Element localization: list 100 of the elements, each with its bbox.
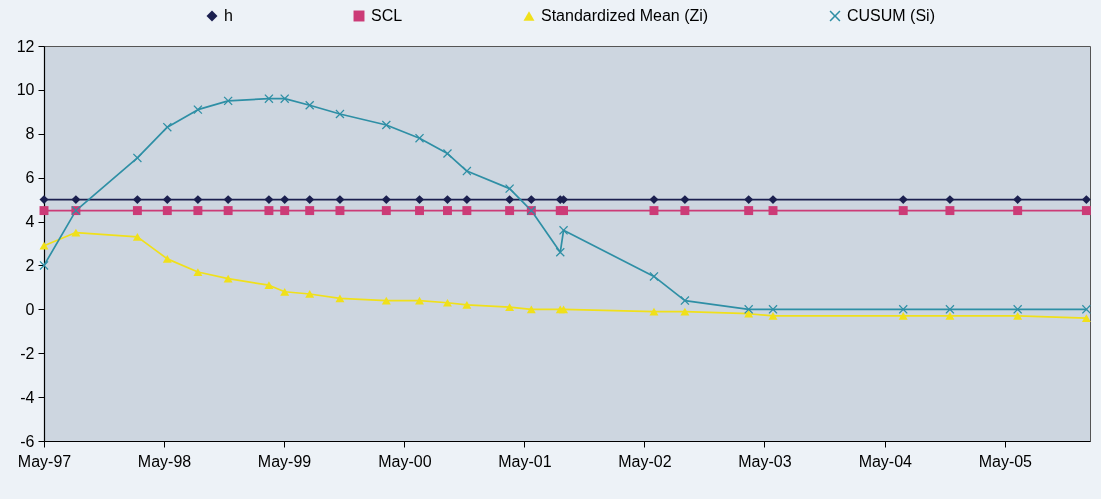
legend-label: SCL bbox=[371, 7, 403, 24]
point bbox=[193, 105, 203, 115]
point bbox=[132, 206, 142, 216]
y-tick-label: -6 bbox=[20, 432, 35, 450]
point bbox=[39, 206, 49, 216]
point bbox=[1013, 206, 1023, 216]
point bbox=[649, 271, 659, 281]
point bbox=[680, 296, 690, 306]
point bbox=[335, 294, 345, 303]
point bbox=[280, 287, 290, 296]
point bbox=[132, 195, 142, 205]
point bbox=[39, 241, 49, 250]
point bbox=[680, 307, 690, 316]
x-tick-label: May-02 bbox=[618, 452, 672, 470]
point bbox=[162, 206, 172, 216]
legend-label: h bbox=[224, 7, 233, 24]
point bbox=[415, 133, 424, 143]
point bbox=[768, 312, 778, 320]
x-tick-label: May-04 bbox=[858, 452, 913, 470]
point bbox=[39, 195, 49, 205]
point bbox=[335, 206, 345, 216]
point bbox=[193, 195, 203, 205]
x-tick-label: May-98 bbox=[137, 452, 192, 470]
point bbox=[280, 206, 290, 216]
point bbox=[443, 206, 452, 216]
x-tick-label: May-05 bbox=[978, 452, 1033, 470]
point bbox=[162, 254, 172, 263]
x-tick-label: May-00 bbox=[378, 452, 432, 470]
point bbox=[305, 290, 315, 298]
x-tick-label: May-97 bbox=[17, 452, 72, 470]
point bbox=[381, 120, 391, 130]
y-tick-label: -2 bbox=[20, 344, 35, 362]
y-tick-label: 12 bbox=[16, 37, 35, 55]
point bbox=[264, 94, 274, 104]
y-tick-label: -4 bbox=[20, 388, 35, 406]
point bbox=[415, 195, 424, 205]
point bbox=[1081, 206, 1091, 216]
point bbox=[744, 206, 754, 216]
point bbox=[193, 206, 203, 216]
point bbox=[223, 195, 233, 205]
y-tick-label: 4 bbox=[25, 213, 35, 231]
x-tick-label: May-03 bbox=[738, 452, 792, 470]
point bbox=[945, 206, 955, 216]
point bbox=[898, 195, 908, 205]
point bbox=[280, 195, 290, 205]
point bbox=[768, 206, 778, 216]
point bbox=[744, 309, 754, 318]
point bbox=[1013, 312, 1023, 320]
point bbox=[462, 301, 472, 309]
point bbox=[193, 268, 203, 276]
point bbox=[505, 195, 515, 205]
point bbox=[945, 304, 955, 314]
point bbox=[649, 206, 659, 216]
legend-label: Standardized Mean (Zi) bbox=[541, 7, 709, 24]
point bbox=[71, 195, 81, 205]
point bbox=[559, 206, 569, 216]
point bbox=[898, 206, 908, 216]
point bbox=[1013, 195, 1023, 205]
point bbox=[381, 195, 391, 205]
point bbox=[945, 312, 955, 320]
point bbox=[649, 195, 659, 205]
y-tick-label: 6 bbox=[25, 169, 35, 187]
point bbox=[462, 206, 472, 216]
point bbox=[768, 195, 778, 205]
point bbox=[415, 206, 424, 216]
point bbox=[559, 305, 569, 314]
point bbox=[1081, 195, 1091, 205]
point bbox=[526, 305, 536, 314]
point bbox=[744, 195, 754, 205]
point bbox=[264, 281, 274, 290]
point bbox=[505, 206, 515, 216]
point bbox=[162, 122, 172, 132]
point bbox=[305, 195, 315, 205]
point bbox=[462, 195, 472, 205]
y-tick-label: 10 bbox=[16, 81, 35, 99]
point bbox=[381, 206, 391, 216]
point bbox=[680, 195, 690, 205]
point bbox=[305, 206, 315, 216]
point bbox=[223, 206, 233, 216]
x-tick-label: May-99 bbox=[257, 452, 312, 470]
point bbox=[335, 195, 345, 205]
point bbox=[39, 260, 49, 270]
point bbox=[768, 304, 778, 314]
x-tick-label: May-01 bbox=[498, 452, 552, 470]
point bbox=[505, 303, 515, 312]
point bbox=[264, 206, 274, 216]
point bbox=[162, 195, 172, 205]
point bbox=[132, 153, 142, 163]
point bbox=[443, 298, 452, 307]
point bbox=[132, 233, 142, 241]
y-tick-label: 2 bbox=[25, 256, 35, 274]
point bbox=[945, 195, 955, 205]
legend-label: CUSUM (Si) bbox=[847, 7, 935, 24]
y-tick-label: 8 bbox=[25, 125, 35, 143]
point bbox=[1081, 314, 1091, 322]
point bbox=[443, 195, 452, 205]
point bbox=[898, 312, 908, 320]
point bbox=[559, 225, 569, 235]
y-tick-label: 0 bbox=[25, 300, 35, 318]
point bbox=[526, 195, 536, 205]
